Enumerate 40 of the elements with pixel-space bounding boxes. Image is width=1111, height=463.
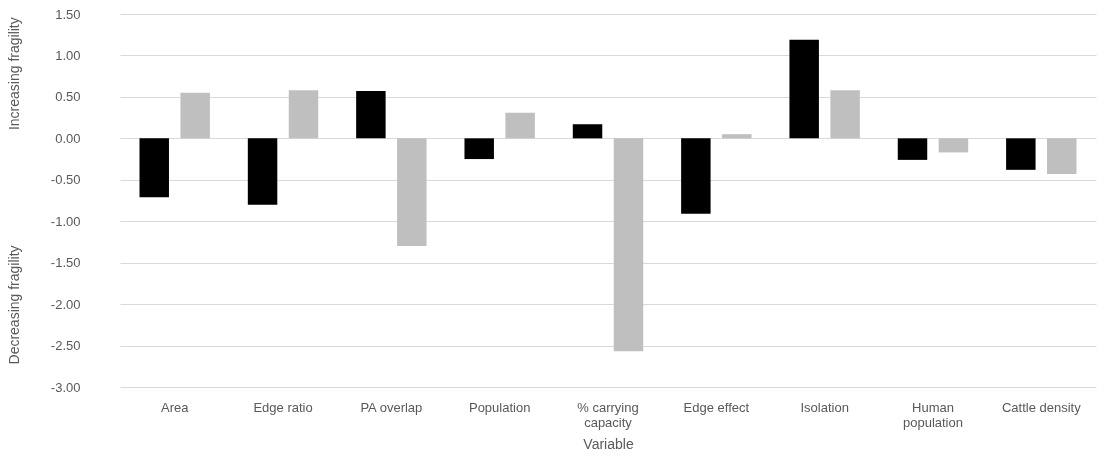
bar [505, 112, 535, 139]
text: Decreasing fragility [6, 245, 22, 365]
bar [180, 92, 210, 139]
bar [464, 138, 494, 160]
bar [356, 91, 386, 139]
x-tick-label: PA overlap [360, 399, 423, 415]
bar [789, 39, 819, 139]
x-tick-label: Edge ratio [253, 399, 313, 415]
bar [613, 138, 644, 352]
y-axis-title: Increasing fragility [6, 17, 22, 131]
y-tick-label: 1.50 [55, 6, 81, 22]
bar [938, 138, 969, 153]
bar [897, 138, 928, 160]
bar [397, 138, 427, 247]
y-tick-label: -1.50 [50, 255, 81, 271]
bar [722, 134, 752, 139]
bar [247, 138, 278, 205]
bar [1006, 138, 1036, 170]
x-tick-label: Population [468, 399, 531, 415]
y-tick-label: -3.00 [50, 379, 81, 395]
y-tick-label: -1.00 [50, 213, 81, 229]
y-tick-label: -2.00 [50, 296, 81, 312]
y-tick-label: 0.50 [55, 89, 81, 105]
bar [1047, 138, 1077, 174]
x-tick-label: Human population [902, 399, 963, 430]
bar [572, 124, 603, 139]
bar [681, 138, 711, 214]
x-tick-label: Area [160, 399, 190, 415]
bar [830, 90, 860, 139]
x-tick-label: Isolation [800, 399, 849, 415]
x-tick-label: Cattle density [1001, 399, 1082, 415]
bar [288, 90, 319, 139]
x-axis-title: Variable [583, 435, 634, 452]
x-tick-label: Edge effect [683, 399, 750, 415]
y-tick-label: 0.00 [55, 130, 81, 146]
y-tick-label: 1.00 [55, 47, 81, 63]
bar [139, 138, 169, 198]
y-tick-label: -0.50 [50, 172, 81, 188]
y-tick-label: -2.50 [50, 338, 81, 354]
x-tick-label: % carrying capacity [577, 399, 639, 430]
